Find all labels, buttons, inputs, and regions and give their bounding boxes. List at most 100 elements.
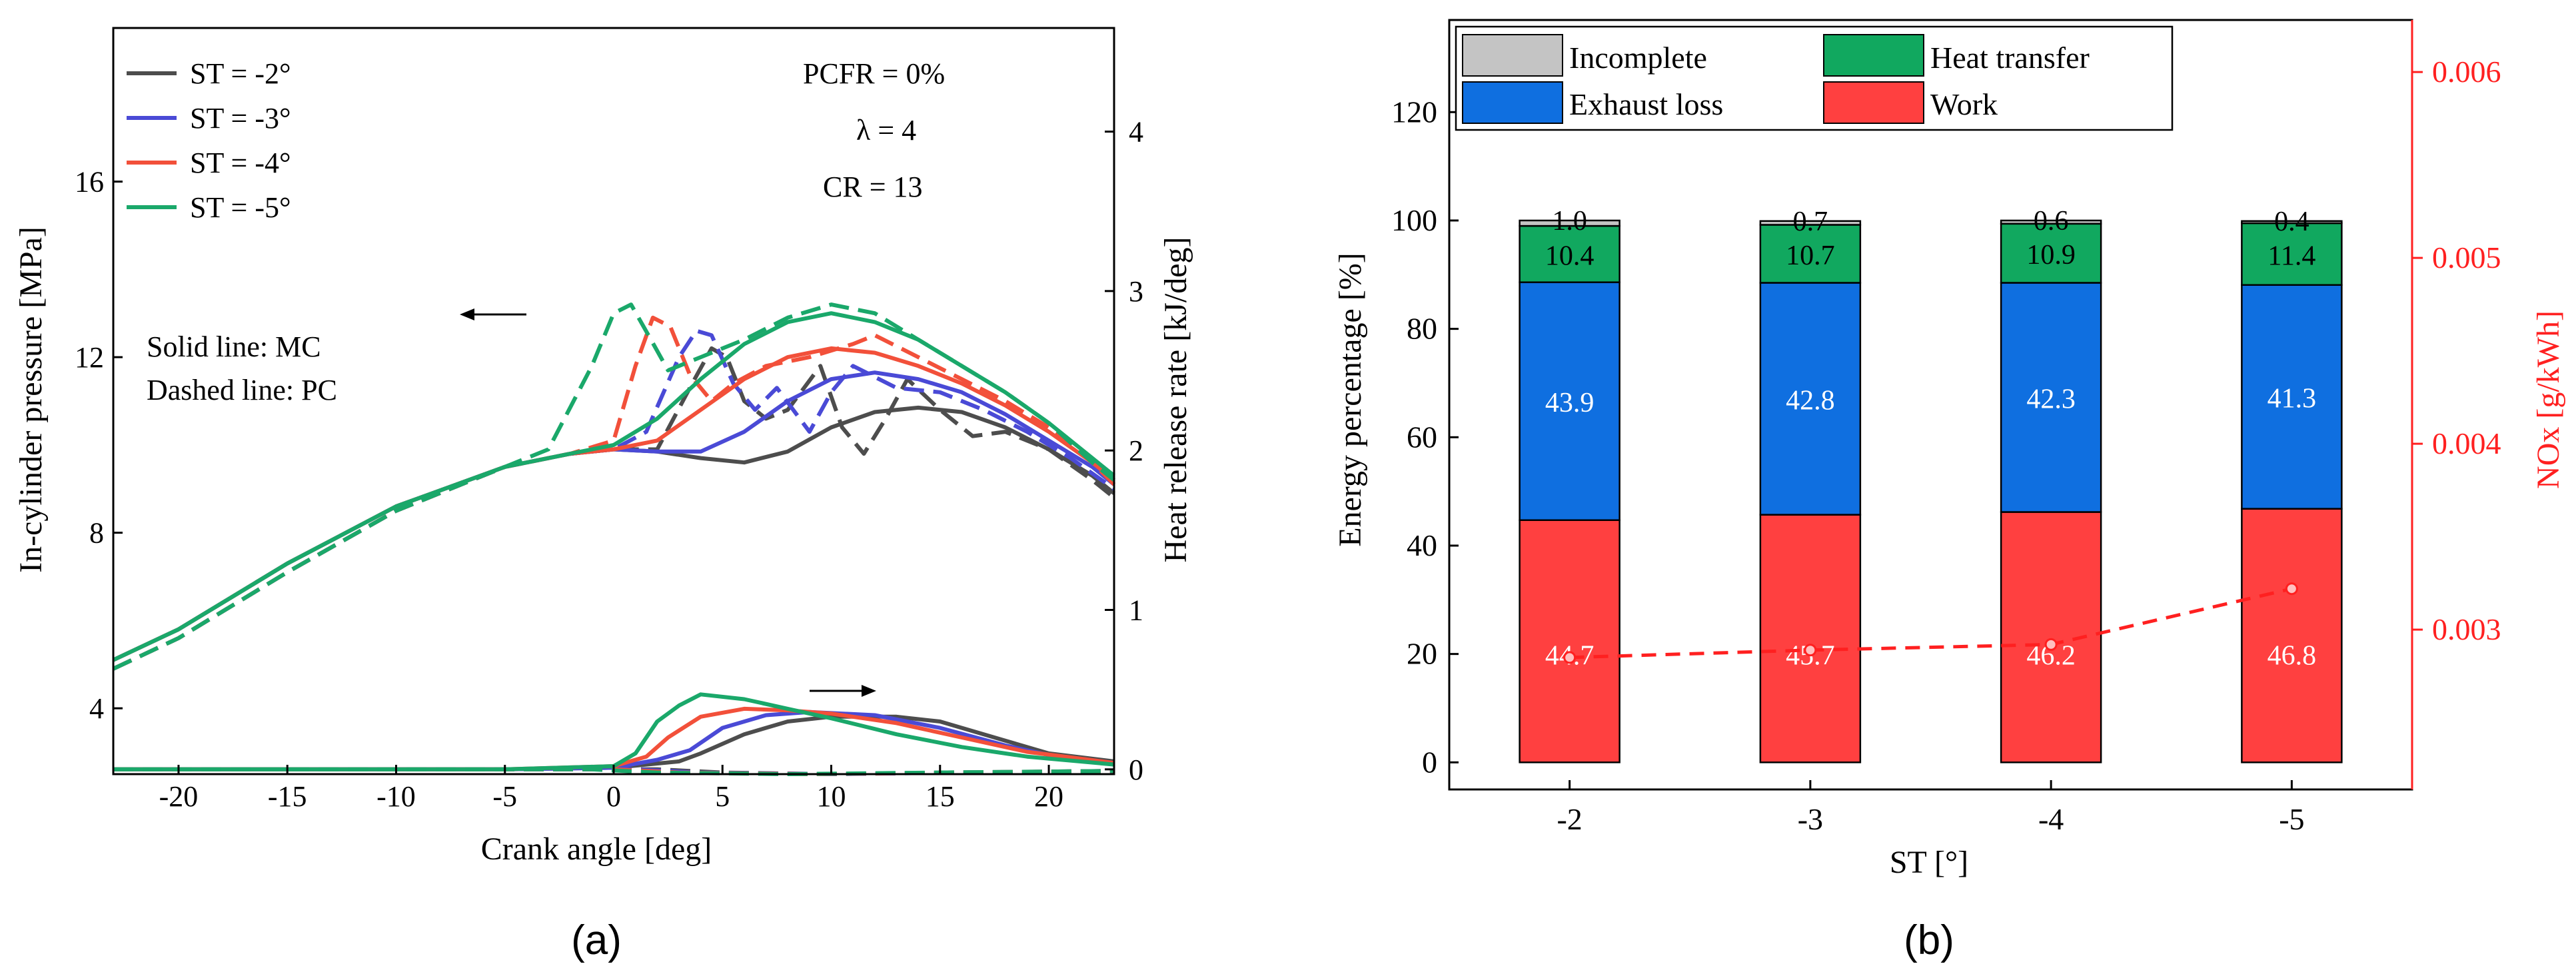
series-line-st-4-dashed-left bbox=[112, 315, 1116, 671]
legend-label-st4: ST = -4° bbox=[190, 147, 291, 179]
data-label-work: 46.8 bbox=[2267, 641, 2317, 672]
series-line-st-5-dashed-left bbox=[112, 302, 1115, 671]
y-right-tick-label: 2 bbox=[1129, 434, 1143, 467]
annotation-cr: CR = 13 bbox=[823, 171, 923, 203]
x-tick-label: -5 bbox=[492, 780, 517, 813]
data-label-exhaust-loss: 41.3 bbox=[2267, 384, 2317, 414]
y-right-tick-label: 0.004 bbox=[2432, 426, 2501, 460]
data-label-exhaust-loss: 42.3 bbox=[2026, 384, 2076, 415]
y-right-tick-label: 0.006 bbox=[2432, 55, 2501, 89]
legend-label-work: Work bbox=[1930, 87, 1998, 121]
series-line-st-3-solid-left bbox=[112, 370, 1115, 662]
bar-incomplete-stm4 bbox=[2000, 219, 2102, 225]
y-tick-label: 0 bbox=[1422, 745, 1437, 779]
y-tick-label: 40 bbox=[1407, 528, 1437, 562]
bar-exhaust-loss-stm3 bbox=[1759, 282, 1862, 516]
bar-heat-transfer-stm5 bbox=[2241, 222, 2343, 286]
panel-b-xlabel: ST [°] bbox=[1890, 845, 1968, 880]
panel-a-ylabel-left: In-cylinder pressure [MPa] bbox=[13, 227, 49, 573]
legend-label-heat-transfer: Heat transfer bbox=[1930, 41, 2090, 75]
y-right-tick-label: 4 bbox=[1129, 116, 1143, 149]
data-label-heat-transfer: 11.4 bbox=[2267, 241, 2315, 271]
x-tick-label: -3 bbox=[1798, 802, 1823, 836]
data-label-heat-transfer: 10.4 bbox=[1545, 241, 1595, 271]
y-tick-label: 120 bbox=[1391, 95, 1437, 129]
series-line-st-5-solid-right bbox=[113, 692, 1115, 771]
panel-b-ylabel: Energy percentage [%] bbox=[1333, 252, 1368, 547]
y-right-tick-label: 0.003 bbox=[2432, 612, 2501, 646]
legend-swatch-work bbox=[1823, 81, 1924, 124]
data-label-heat-transfer: 10.9 bbox=[2026, 240, 2076, 270]
bar-work-stm5 bbox=[2241, 508, 2343, 763]
panel-b-ticks: -2 -3 -4 -5 0 20 40 60 80 100 120 0.003 0.004 0.005 0.… bbox=[1391, 55, 2501, 836]
data-label-incomplete: 0.6 bbox=[2034, 206, 2069, 237]
panel-a-label: (a) bbox=[571, 917, 622, 963]
x-tick-label: 0 bbox=[606, 780, 621, 813]
legend-swatch-incomplete bbox=[1462, 34, 1563, 77]
panel-a-legend: ST = -2° ST = -3° ST = -4° ST = -5° bbox=[127, 57, 291, 224]
nox-line bbox=[1569, 587, 2292, 660]
x-tick-label: -2 bbox=[1557, 802, 1582, 836]
bar-work-stm3 bbox=[1759, 514, 1862, 763]
y-tick-label: 100 bbox=[1391, 203, 1437, 237]
nox-point bbox=[2285, 582, 2298, 596]
x-tick-label: 20 bbox=[1034, 780, 1063, 813]
nox-point bbox=[1563, 651, 1577, 664]
y-tick-label: 20 bbox=[1407, 637, 1437, 671]
panel-b-legend: Incomplete Heat transfer Exhaust loss Wo… bbox=[1455, 25, 2174, 131]
series-line-st-3-dashed-left bbox=[112, 328, 1115, 671]
x-tick-label: 10 bbox=[817, 780, 846, 813]
data-label-incomplete: 1.0 bbox=[1552, 206, 1587, 237]
series-line-st-3-solid-right bbox=[113, 710, 1115, 771]
legend-label-incomplete: Incomplete bbox=[1569, 41, 1707, 75]
x-tick-label: -5 bbox=[2279, 802, 2304, 836]
arrow-right-axis bbox=[810, 685, 876, 697]
series-line-st-4-solid-right bbox=[113, 706, 1115, 771]
legend-label-st3: ST = -3° bbox=[190, 102, 291, 135]
legend-label-st5: ST = -5° bbox=[190, 191, 291, 224]
data-label-incomplete: 0.4 bbox=[2274, 207, 2309, 237]
panel-b-ylabel-right: NOx [g/kWh] bbox=[2531, 310, 2566, 489]
data-label-heat-transfer: 10.7 bbox=[1786, 241, 1835, 271]
bar-exhaust-loss-stm5 bbox=[2241, 284, 2343, 510]
legend-swatch-exhaust-loss bbox=[1462, 81, 1563, 124]
data-label-incomplete: 0.7 bbox=[1793, 207, 1828, 237]
bar-incomplete-stm3 bbox=[1759, 220, 1862, 226]
legend-label-exhaust-loss: Exhaust loss bbox=[1569, 87, 1723, 121]
bar-incomplete-stm2 bbox=[1519, 219, 1620, 227]
x-tick-label: 5 bbox=[715, 780, 730, 813]
y-right-tick-label: 0.005 bbox=[2432, 241, 2501, 274]
legend-swatch-heat-transfer bbox=[1823, 34, 1924, 77]
bar-exhaust-loss-stm4 bbox=[2000, 282, 2102, 513]
annotation-lambda: λ = 4 bbox=[856, 114, 916, 147]
y-left-tick-label: 8 bbox=[89, 517, 104, 550]
y-tick-label: 80 bbox=[1407, 312, 1437, 346]
nox-point bbox=[2044, 638, 2058, 651]
y-left-tick-label: 4 bbox=[89, 692, 104, 725]
x-tick-label: 15 bbox=[926, 780, 955, 813]
bar-work-stm2 bbox=[1519, 519, 1620, 763]
x-tick-label: -4 bbox=[2038, 802, 2064, 836]
bar-exhaust-loss-stm2 bbox=[1519, 281, 1620, 521]
legend-label-st2: ST = -2° bbox=[190, 57, 291, 90]
series-line-st-2-solid-right bbox=[113, 714, 1115, 771]
annotation-dashed: Dashed line: PC bbox=[147, 374, 337, 406]
data-label-exhaust-loss: 43.9 bbox=[1545, 388, 1595, 418]
series-line-st-5-solid-left bbox=[112, 311, 1115, 662]
panel-b: 44.743.910.41.045.742.810.70.746.242.310… bbox=[1333, 19, 2566, 963]
bar-heat-transfer-stm2 bbox=[1519, 225, 1620, 283]
nox-point bbox=[1804, 644, 1817, 657]
data-label-exhaust-loss: 42.8 bbox=[1786, 386, 1835, 416]
arrow-left-axis bbox=[460, 308, 526, 320]
x-tick-label: -15 bbox=[268, 780, 307, 813]
bar-heat-transfer-stm4 bbox=[2000, 223, 2102, 284]
y-right-tick-label: 3 bbox=[1129, 275, 1143, 308]
legend-box bbox=[1455, 25, 2174, 131]
annotation-solid: Solid line: MC bbox=[147, 330, 321, 363]
y-tick-label: 60 bbox=[1407, 420, 1437, 454]
bar-work-stm4 bbox=[2000, 511, 2102, 763]
panel-a-xlabel: Crank angle [deg] bbox=[481, 831, 712, 867]
